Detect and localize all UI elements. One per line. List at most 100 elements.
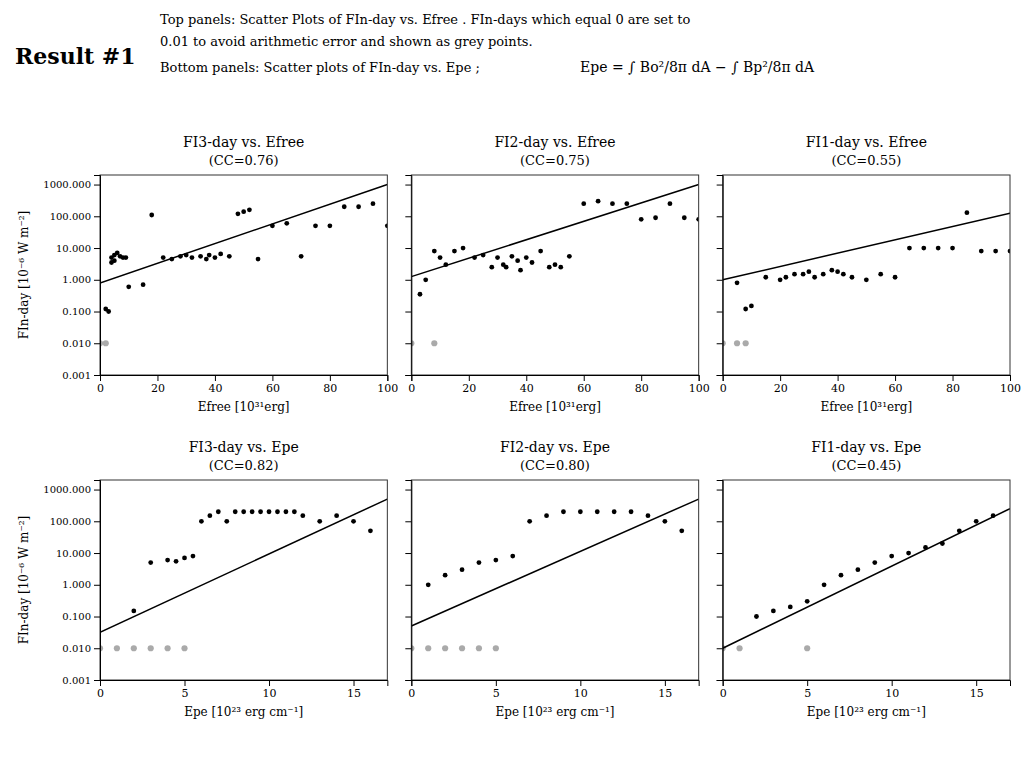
y-tick-mark xyxy=(717,680,723,681)
y-tick: 0.001 xyxy=(62,370,100,381)
x-tick-label: 15 xyxy=(970,687,984,700)
x-axis-line xyxy=(101,376,388,382)
y-tick-label: 0.100 xyxy=(62,611,91,622)
x-tick-label: 5 xyxy=(493,687,500,700)
scatter-point xyxy=(477,560,482,565)
x-tick-mark xyxy=(780,375,781,381)
x-axis: 020406080100 xyxy=(97,375,398,395)
y-tick-mark xyxy=(405,648,411,649)
scatter-point xyxy=(872,560,877,565)
y-axis xyxy=(405,481,412,681)
x-tick-mark xyxy=(665,680,666,686)
y-tick xyxy=(717,312,723,313)
y-tick xyxy=(405,280,411,281)
y-tick-label: 0.010 xyxy=(62,338,91,349)
y-tick-mark xyxy=(94,280,100,281)
scatter-point xyxy=(530,260,535,265)
x-tick-mark xyxy=(185,680,186,686)
scatter-point xyxy=(806,269,811,274)
scatter-point xyxy=(148,560,153,565)
scatter-point xyxy=(207,253,212,258)
y-axis: 0.0010.0100.1001.00010.000100.0001000.00… xyxy=(43,481,100,686)
panel-title: FI1-day vs. Efree xyxy=(806,134,927,150)
scatter-point xyxy=(438,255,443,260)
scatter-point xyxy=(527,519,532,524)
x-tick-label: 20 xyxy=(462,382,476,395)
y-tick-mark xyxy=(94,312,100,313)
fit-line xyxy=(723,509,1010,649)
x-tick-mark xyxy=(330,375,331,381)
scatter-point xyxy=(256,257,261,262)
scatter-point xyxy=(679,528,684,533)
panel-subtitle: (CC=0.82) xyxy=(209,458,279,473)
x-tick-label: 0 xyxy=(97,687,104,700)
y-tick-mark xyxy=(717,185,723,186)
x-tick: 10 xyxy=(574,680,588,700)
y-tick-mark xyxy=(717,490,723,491)
x-tick-label: 100 xyxy=(689,382,710,395)
scatter-point xyxy=(974,519,979,524)
scatter-point xyxy=(198,254,203,259)
scatter-point xyxy=(114,645,120,651)
x-tick: 0 xyxy=(720,375,727,395)
plot-frame xyxy=(723,175,1010,375)
y-axis xyxy=(717,481,724,681)
x-tick: 60 xyxy=(266,375,280,395)
y-tick-mark xyxy=(717,343,723,344)
scatter-point xyxy=(267,509,272,514)
y-tick-label: 0.001 xyxy=(62,370,91,381)
fit-line xyxy=(723,213,1010,280)
x-axis-label: Efree [10³¹erg] xyxy=(820,400,912,414)
y-axis-label: FIn-day [10⁻⁶ W m⁻²] xyxy=(17,516,31,645)
y-tick-mark xyxy=(94,680,100,681)
scatter-point xyxy=(771,609,776,614)
scatter-point xyxy=(668,201,673,206)
scatter-point xyxy=(792,272,797,277)
x-tick: 0 xyxy=(97,375,104,395)
scatter-point xyxy=(804,645,810,651)
y-axis-label: FIn-day [10⁻⁶ W m⁻²] xyxy=(17,211,31,340)
x-tick: 80 xyxy=(946,375,960,395)
scatter-point xyxy=(250,509,255,514)
scatter-point xyxy=(284,221,289,226)
x-axis: 020406080100 xyxy=(720,375,1021,395)
scatter-point xyxy=(950,246,955,251)
y-tick: 100.000 xyxy=(50,516,100,527)
panel-title: FI2-day vs. Epe xyxy=(500,439,610,455)
scatter-point xyxy=(993,249,998,254)
y-axis xyxy=(405,176,412,376)
scatter-point xyxy=(342,204,347,209)
y-tick-mark xyxy=(94,585,100,586)
scatter-point xyxy=(459,645,465,651)
x-tick-label: 60 xyxy=(266,382,280,395)
scatter-point xyxy=(735,280,740,285)
scatter-point xyxy=(216,509,221,514)
y-tick-mark xyxy=(717,617,723,618)
y-tick-mark xyxy=(717,521,723,522)
scatter-point xyxy=(224,519,229,524)
fit-line xyxy=(411,499,698,626)
scatter-point xyxy=(544,513,549,518)
panel-title: FI2-day vs. Efree xyxy=(494,134,615,150)
plot-frame xyxy=(723,480,1010,680)
scatter-point xyxy=(284,509,289,514)
x-tick-mark xyxy=(526,375,527,381)
scatter-point xyxy=(327,223,332,228)
plot-frame xyxy=(100,480,387,680)
x-axis-label: Epe [10²³ erg cm⁻¹] xyxy=(807,705,926,719)
x-tick-label: 40 xyxy=(208,382,222,395)
y-tick xyxy=(405,375,411,376)
scatter-point xyxy=(839,573,844,578)
scatter-point xyxy=(493,558,498,563)
scatter-point xyxy=(662,519,667,524)
y-tick-mark xyxy=(405,248,411,249)
scatter-point xyxy=(778,277,783,282)
y-tick-mark xyxy=(405,680,411,681)
y-tick-mark xyxy=(94,617,100,618)
panel-subtitle: (CC=0.55) xyxy=(831,153,901,168)
x-tick-mark xyxy=(157,375,158,381)
x-axis: 051015 xyxy=(720,680,1011,700)
scatter-point xyxy=(131,645,137,651)
y-tick-label: 1.000 xyxy=(62,579,91,590)
panel-subtitle: (CC=0.45) xyxy=(831,458,901,473)
